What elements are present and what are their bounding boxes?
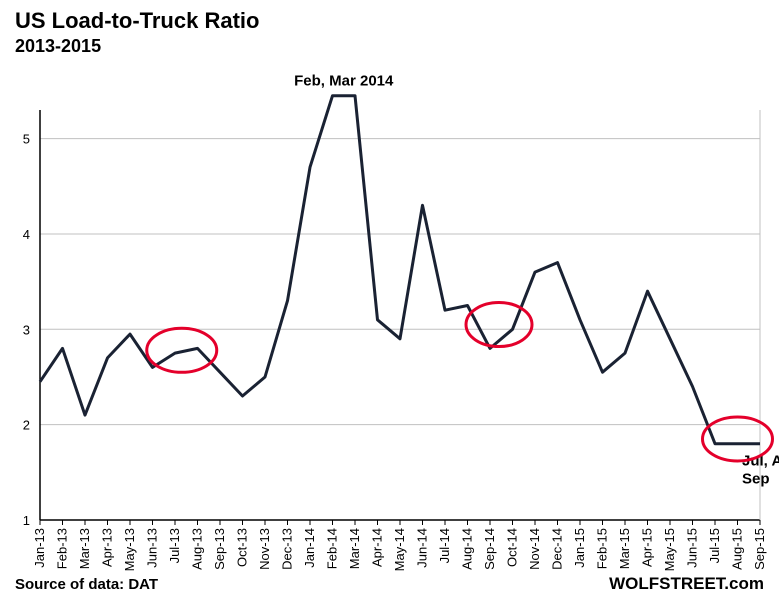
x-tick-label: Apr-13 bbox=[100, 528, 115, 567]
x-tick-label: May-13 bbox=[122, 528, 137, 571]
chart-title: US Load-to-Truck Ratio bbox=[15, 8, 259, 33]
x-tick-label: Oct-14 bbox=[505, 528, 520, 567]
x-tick-label: Aug-14 bbox=[460, 528, 475, 570]
x-tick-label: Feb-13 bbox=[55, 528, 70, 569]
chart-subtitle: 2013-2015 bbox=[15, 36, 101, 56]
x-tick-label: Jan-15 bbox=[572, 528, 587, 568]
x-tick-label: Jul-15 bbox=[707, 528, 722, 563]
x-tick-label: May-15 bbox=[662, 528, 677, 571]
x-tick-label: Feb-14 bbox=[325, 528, 340, 569]
annotation-text: Sep bbox=[742, 471, 770, 488]
site-label: WOLFSTREET.com bbox=[609, 574, 764, 593]
y-tick-label: 3 bbox=[23, 322, 30, 337]
x-tick-label: Apr-14 bbox=[370, 528, 385, 567]
x-tick-label: Jun-13 bbox=[145, 528, 160, 568]
x-tick-label: Mar-14 bbox=[347, 528, 362, 569]
x-tick-label: Sep-13 bbox=[212, 528, 227, 570]
line-chart: US Load-to-Truck Ratio 2013-2015 1 2 3 4 5 Jan-… bbox=[0, 0, 779, 601]
x-tick-label: Mar-13 bbox=[77, 528, 92, 569]
chart-container: US Load-to-Truck Ratio 2013-2015 1 2 3 4 5 Jan-… bbox=[0, 0, 779, 601]
x-tick-label: Dec-13 bbox=[280, 528, 295, 570]
source-label: Source of data: DAT bbox=[15, 576, 158, 593]
x-tick-label: Nov-14 bbox=[527, 528, 542, 570]
x-tick-label: May-14 bbox=[392, 528, 407, 571]
x-tick-label: Apr-15 bbox=[640, 528, 655, 567]
x-tick-label: Aug-13 bbox=[190, 528, 205, 570]
x-tick-label: Sep-15 bbox=[752, 528, 767, 570]
chart-bg bbox=[0, 0, 779, 601]
annotation-text: Feb, Mar 2014 bbox=[294, 73, 394, 90]
x-tick-label: Nov-13 bbox=[257, 528, 272, 570]
x-tick-label: Jan-14 bbox=[302, 528, 317, 568]
x-tick-label: Jun-15 bbox=[685, 528, 700, 568]
x-tick-label: Feb-15 bbox=[595, 528, 610, 569]
y-tick-label: 2 bbox=[23, 418, 30, 433]
x-tick-label: Aug-15 bbox=[730, 528, 745, 570]
y-tick-label: 4 bbox=[23, 227, 30, 242]
x-tick-label: Jan-13 bbox=[32, 528, 47, 568]
x-tick-label: Jul-14 bbox=[437, 528, 452, 563]
y-tick-label: 5 bbox=[23, 132, 30, 147]
y-tick-label: 1 bbox=[23, 513, 30, 528]
x-tick-label: Jun-14 bbox=[415, 528, 430, 568]
x-tick-label: Dec-14 bbox=[550, 528, 565, 570]
x-tick-label: Jul-13 bbox=[167, 528, 182, 563]
x-tick-label: Mar-15 bbox=[617, 528, 632, 569]
x-tick-label: Sep-14 bbox=[482, 528, 497, 570]
x-tick-label: Oct-13 bbox=[235, 528, 250, 567]
